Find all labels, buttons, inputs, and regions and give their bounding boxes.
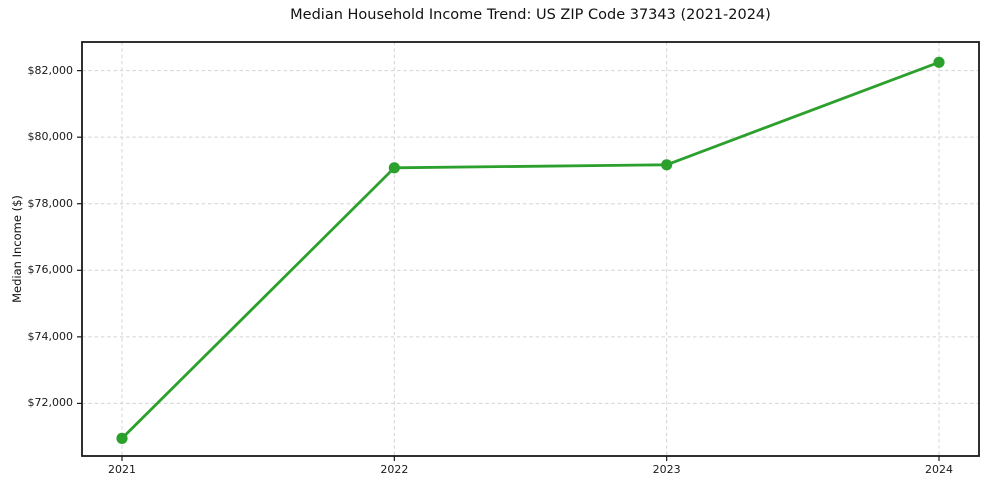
data-point-marker xyxy=(933,56,945,68)
data-point-marker xyxy=(388,162,400,174)
chart-title: Median Household Income Trend: US ZIP Co… xyxy=(290,7,771,23)
data-point-marker xyxy=(661,159,673,171)
plot-border xyxy=(81,41,980,457)
data-point-marker xyxy=(116,432,128,444)
trend-line xyxy=(120,60,941,440)
